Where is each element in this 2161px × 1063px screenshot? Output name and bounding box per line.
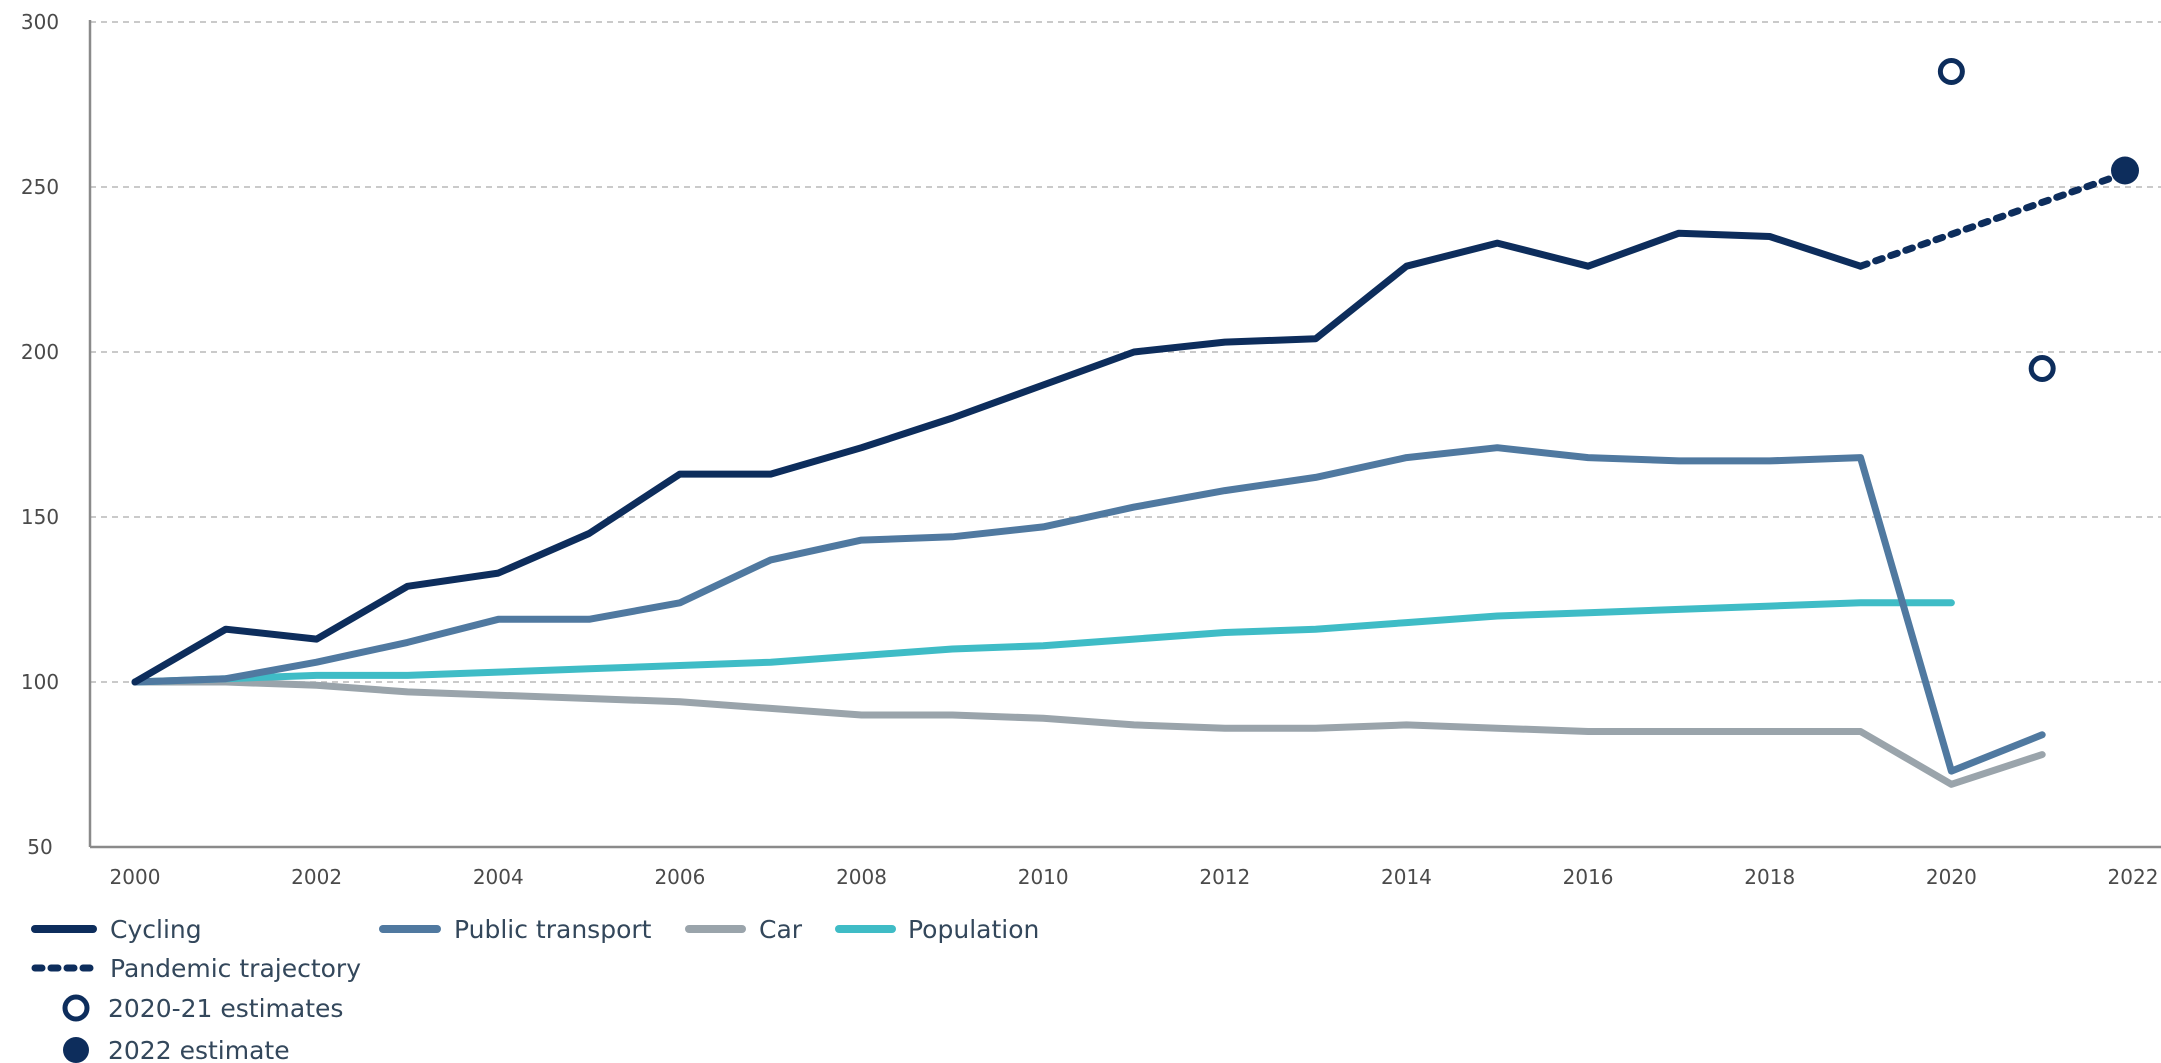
x-tick-label-2020: 2020 (1926, 865, 1977, 889)
series-line-car (131, 678, 2046, 788)
y-tick-label-200: 200 (21, 340, 59, 364)
series-line-cycling (131, 229, 1864, 686)
legend-label-cycling: Cycling (110, 915, 202, 944)
estimate-point-2021 (2028, 355, 2056, 382)
x-tick-label-2012: 2012 (1199, 865, 1250, 889)
x-tick-label-2008: 2008 (836, 865, 887, 889)
y-tick-label-300: 300 (21, 10, 59, 34)
x-tick-label-2006: 2006 (654, 865, 705, 889)
y-tick-label-50: 50 (27, 835, 52, 859)
y-tick-label-250: 250 (21, 175, 59, 199)
x-tick-label-2016: 2016 (1563, 865, 1614, 889)
series-line-population (131, 599, 1955, 686)
legend-label-2022-estimate: 2022 estimate (108, 1036, 290, 1063)
x-tick-label-2002: 2002 (291, 865, 342, 889)
legend-label-car: Car (759, 915, 803, 944)
legend-swatch-2020-21-estimates (62, 994, 90, 1022)
legend: Cycling Public transport Car Population … (31, 915, 1039, 1063)
estimate-point-2020 (1937, 58, 1965, 85)
x-tick-label-2022: 2022 (2108, 865, 2159, 889)
axis-layer: 50 100 150 200 250 300 2000 2002 2004 2006 2008 201… (21, 10, 2161, 889)
series-line-public-transport (131, 444, 2046, 775)
x-tick-label-2010: 2010 (1018, 865, 1069, 889)
y-tick-label-150: 150 (21, 505, 59, 529)
legend-label-population: Population (908, 915, 1039, 944)
legend-label-pandemic-trajectory: Pandemic trajectory (110, 954, 361, 983)
legend-label-public-transport: Public transport (454, 915, 652, 944)
marker-layer (1937, 58, 2139, 382)
series-layer (131, 167, 2137, 788)
x-tick-label-2000: 2000 (110, 865, 161, 889)
x-tick-label-2014: 2014 (1381, 865, 1432, 889)
y-tick-label-100: 100 (21, 670, 59, 694)
legend-label-2020-21-estimates: 2020-21 estimates (108, 994, 343, 1023)
x-tick-label-2004: 2004 (473, 865, 524, 889)
x-tick-label-2018: 2018 (1744, 865, 1795, 889)
series-line-pandemic-trajectory (1857, 167, 2137, 270)
estimate-point-2022 (2111, 156, 2139, 185)
legend-swatch-2022-estimate (63, 1037, 89, 1063)
